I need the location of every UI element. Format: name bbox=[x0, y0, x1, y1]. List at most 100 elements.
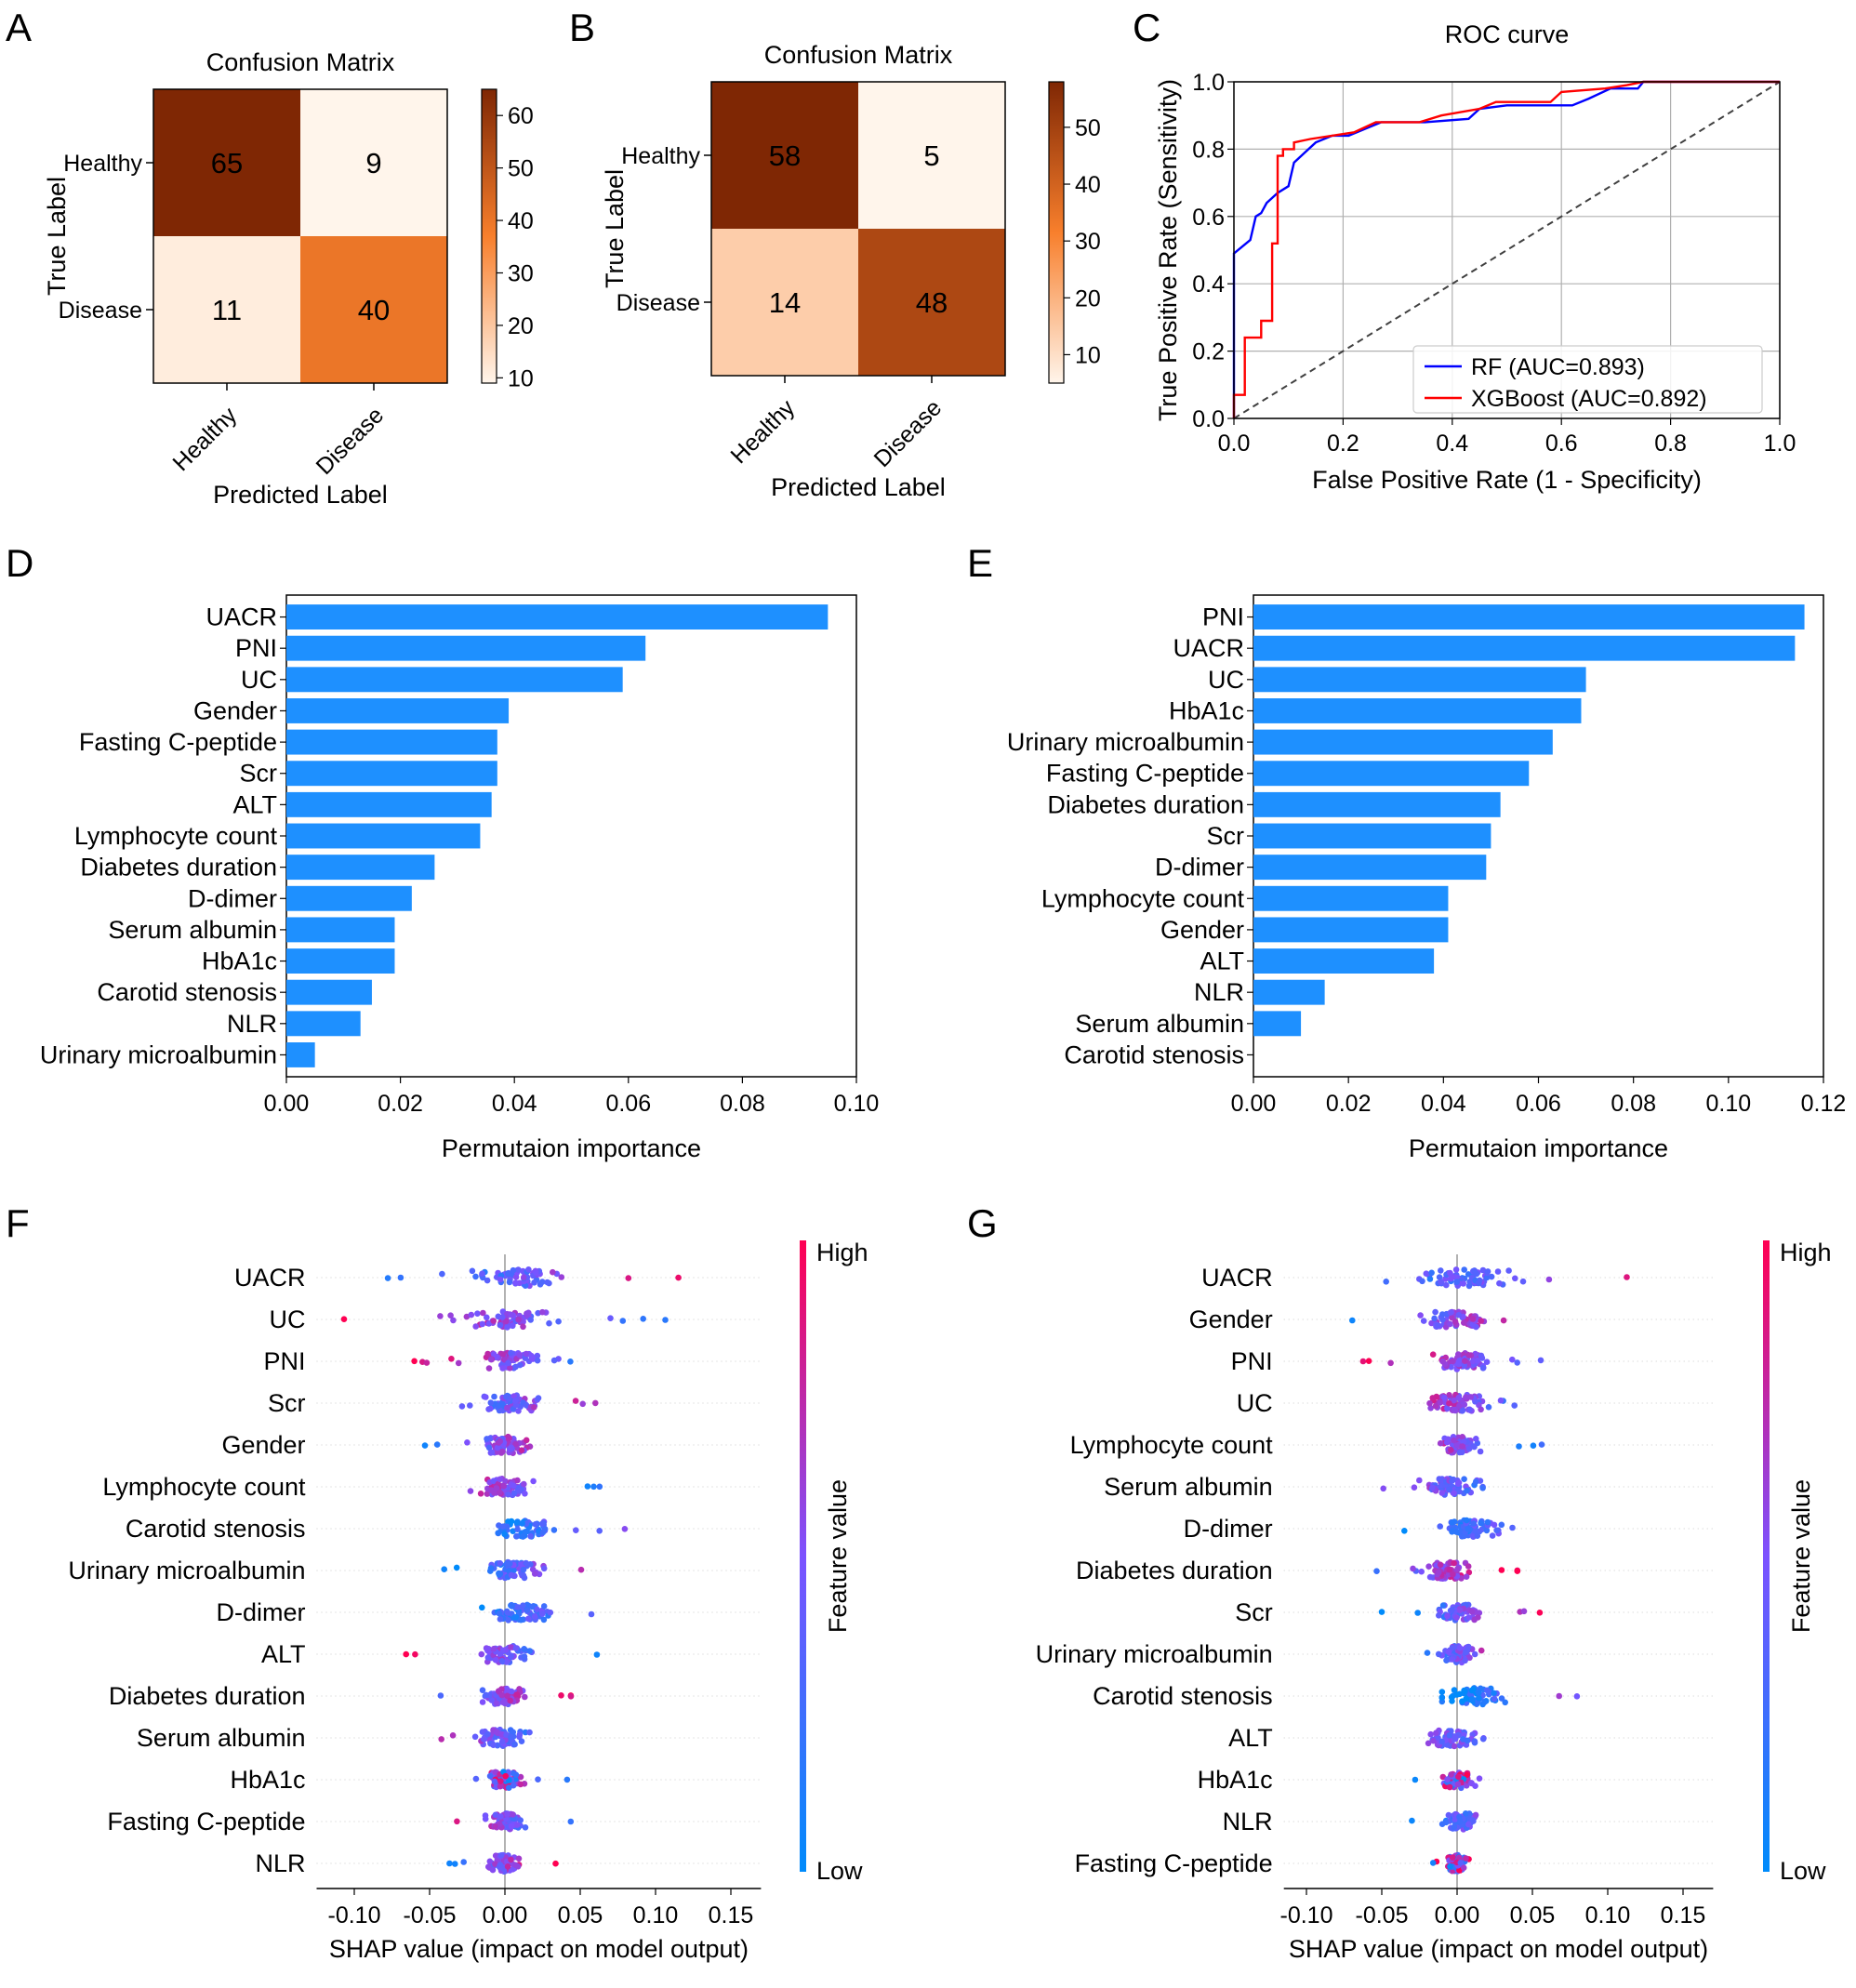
shap-point bbox=[515, 1266, 522, 1273]
cm-ylabel: True Label bbox=[601, 169, 629, 288]
shap-row-dots bbox=[403, 1643, 601, 1665]
shap-point bbox=[490, 1478, 497, 1484]
shap-point bbox=[508, 1644, 514, 1650]
shap-point bbox=[1439, 1358, 1446, 1365]
bar bbox=[1253, 885, 1449, 911]
shap-xtick-label: 0.00 bbox=[1435, 1902, 1480, 1928]
shap-point bbox=[1429, 1574, 1437, 1581]
shap-point bbox=[1459, 1434, 1465, 1440]
shap-colorbar bbox=[1763, 1240, 1770, 1872]
shap-point bbox=[525, 1266, 532, 1273]
shap-point bbox=[1465, 1525, 1471, 1532]
shap-point bbox=[547, 1609, 554, 1616]
shap-point bbox=[495, 1530, 501, 1536]
roc-xlabel: False Positive Rate (1 - Specificity) bbox=[1312, 466, 1702, 494]
cm-cell bbox=[300, 236, 447, 383]
shap-point bbox=[498, 1448, 506, 1455]
shap-point bbox=[504, 1810, 510, 1818]
shap-point bbox=[1520, 1608, 1528, 1615]
colorbar-title: Feature value bbox=[1787, 1479, 1815, 1633]
bar bbox=[1253, 761, 1530, 787]
shap-point bbox=[1438, 1694, 1446, 1701]
shap-point bbox=[1438, 1738, 1445, 1745]
shap-point bbox=[1444, 1612, 1451, 1620]
shap-point bbox=[1455, 1351, 1462, 1358]
shap-point bbox=[1443, 1438, 1451, 1446]
shap-point bbox=[592, 1399, 599, 1407]
cm-title: Confusion Matrix bbox=[206, 48, 395, 76]
shap-point bbox=[485, 1863, 492, 1870]
shap-point bbox=[1479, 1735, 1487, 1743]
shap-point bbox=[1491, 1521, 1498, 1529]
shap-point bbox=[484, 1277, 491, 1284]
shap-point bbox=[449, 1732, 457, 1739]
shap-point bbox=[483, 1691, 490, 1699]
shap-row-dots bbox=[1349, 1308, 1507, 1331]
shap-point bbox=[507, 1697, 513, 1704]
shap-point bbox=[1477, 1448, 1484, 1455]
shap-point bbox=[1432, 1402, 1439, 1410]
shap-point bbox=[505, 1491, 511, 1498]
bar bbox=[1253, 948, 1435, 974]
shap-row-dots bbox=[1378, 1601, 1544, 1624]
shap-feature-label: Lymphocyte count bbox=[102, 1473, 306, 1501]
shap-point bbox=[517, 1781, 524, 1788]
shap-point bbox=[520, 1602, 526, 1609]
shap-point bbox=[1483, 1358, 1491, 1365]
shap-xtick-label: -0.10 bbox=[1280, 1902, 1333, 1928]
shap-feature-label: PNI bbox=[1231, 1347, 1273, 1375]
shap-point bbox=[496, 1610, 503, 1617]
shap-point bbox=[1447, 1863, 1453, 1870]
shap-feature-label: Gender bbox=[1189, 1305, 1273, 1333]
shap-point bbox=[1451, 1687, 1458, 1693]
shap-point bbox=[522, 1693, 528, 1701]
shap-point bbox=[596, 1483, 603, 1491]
bar bbox=[286, 729, 497, 755]
shap-point bbox=[567, 1358, 574, 1365]
shap-row-dots bbox=[1426, 1391, 1518, 1414]
shap-point bbox=[1461, 1401, 1468, 1408]
bar bbox=[286, 1042, 315, 1067]
shap-point bbox=[1537, 1357, 1544, 1364]
shap-point bbox=[508, 1688, 515, 1695]
bar-category-label: Gender bbox=[193, 696, 277, 724]
shap-point bbox=[528, 1603, 536, 1610]
cm-value: 65 bbox=[211, 147, 243, 179]
shap-point bbox=[1496, 1279, 1503, 1287]
shap-point bbox=[550, 1268, 556, 1276]
shap-point bbox=[1491, 1690, 1497, 1697]
shap-point bbox=[550, 1527, 558, 1533]
shap-point bbox=[506, 1279, 513, 1286]
shap-point bbox=[1573, 1693, 1581, 1700]
panel-letter-F: F bbox=[6, 1201, 30, 1245]
shap-point bbox=[1435, 1650, 1442, 1658]
shap-point bbox=[1449, 1644, 1456, 1651]
shap-point bbox=[675, 1274, 682, 1281]
shap-feature-label: Carotid stenosis bbox=[126, 1515, 306, 1543]
shap-point bbox=[524, 1615, 532, 1623]
shap-point bbox=[504, 1692, 510, 1700]
shap-point bbox=[552, 1860, 559, 1867]
bar bbox=[1253, 855, 1487, 881]
shap-point bbox=[412, 1650, 418, 1658]
shap-point bbox=[506, 1560, 513, 1567]
shap-point bbox=[1509, 1524, 1516, 1531]
shap-point bbox=[1458, 1448, 1465, 1455]
cm-row-label: Disease bbox=[59, 298, 142, 324]
shap-point bbox=[512, 1645, 520, 1651]
cm-colorbar bbox=[1048, 81, 1065, 384]
shap-point bbox=[538, 1520, 546, 1527]
bar-category-label: Carotid stenosis bbox=[97, 978, 277, 1006]
shap-point bbox=[516, 1686, 523, 1692]
bar bbox=[1253, 823, 1491, 849]
shap-point bbox=[662, 1317, 669, 1323]
shap-point bbox=[513, 1691, 521, 1698]
shap-point bbox=[1430, 1737, 1437, 1744]
shap-point bbox=[384, 1275, 391, 1281]
shap-point bbox=[494, 1444, 501, 1451]
shap-point bbox=[1438, 1267, 1444, 1274]
shap-point bbox=[1478, 1519, 1484, 1527]
shap-point bbox=[498, 1691, 506, 1699]
shap-point bbox=[499, 1523, 506, 1531]
shap-point bbox=[455, 1359, 462, 1367]
